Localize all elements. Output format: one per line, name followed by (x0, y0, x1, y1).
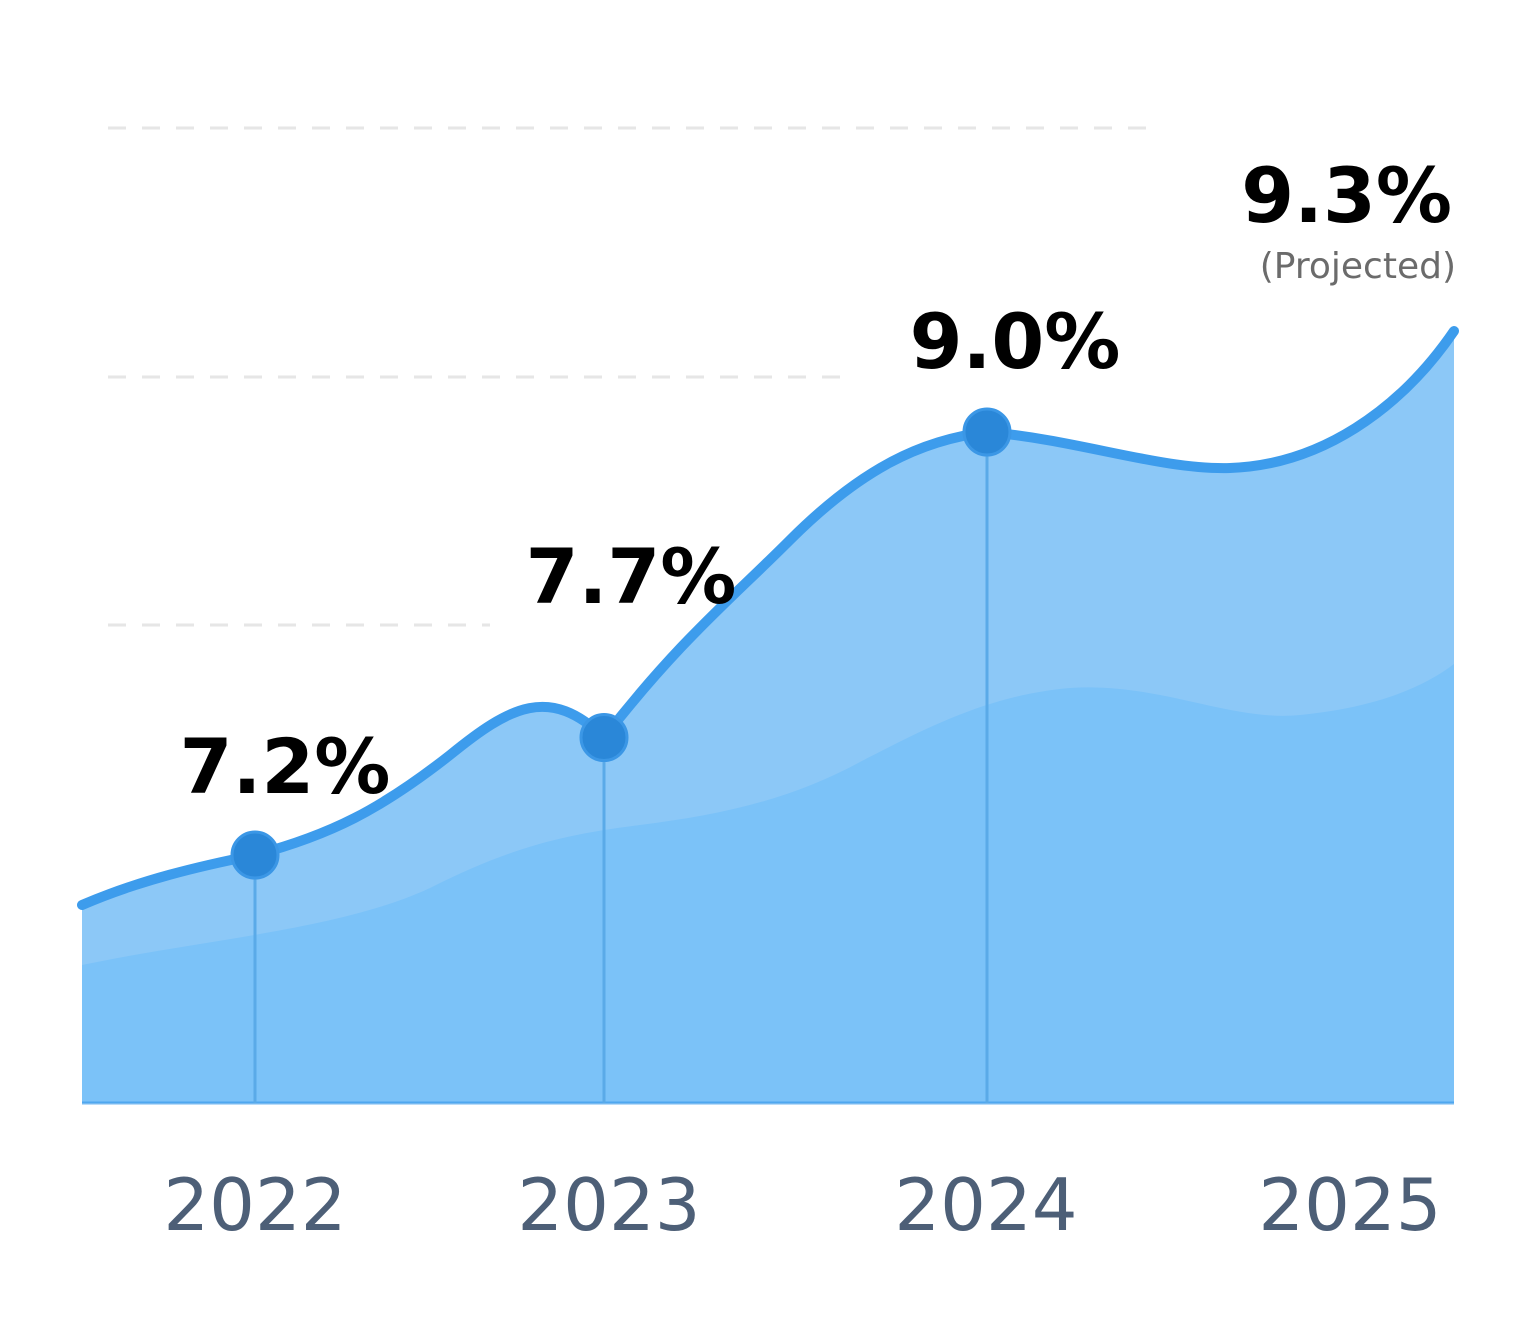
projected-annotation: (Projected) (1260, 246, 1456, 287)
x-tick-label-2025: 2025 (1258, 1163, 1441, 1247)
data-label-2022: 7.2% (180, 722, 391, 811)
x-tick-label-2023: 2023 (517, 1163, 700, 1247)
area-fill-lower (82, 664, 1454, 1103)
x-tick-label-2024: 2024 (894, 1163, 1077, 1247)
data-point-2022 (230, 830, 280, 880)
data-point-2023 (579, 713, 629, 762)
x-tick-label-2022: 2022 (163, 1163, 346, 1247)
series-line (77, 326, 1459, 910)
data-label-2025: 9.3% (1241, 151, 1452, 240)
data-label-2023: 7.7% (526, 532, 737, 621)
data-point-2024 (962, 407, 1012, 457)
data-label-2024: 9.0% (910, 297, 1121, 386)
